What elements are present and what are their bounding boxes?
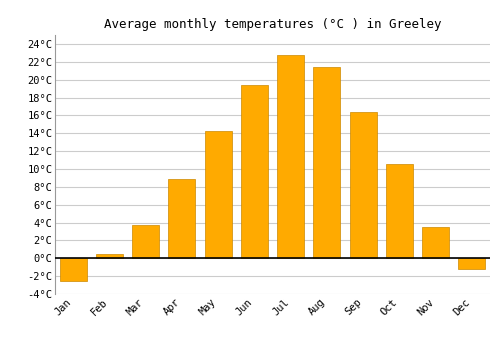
Bar [458, 258, 485, 269]
Bar [132, 225, 159, 258]
Bar [96, 254, 123, 258]
Bar [168, 179, 196, 258]
Bar [422, 227, 449, 258]
Bar [204, 132, 232, 258]
Bar [386, 164, 413, 258]
Bar [350, 112, 376, 258]
Bar [277, 55, 304, 258]
Bar [241, 85, 268, 258]
Title: Average monthly temperatures (°C ) in Greeley: Average monthly temperatures (°C ) in Gr… [104, 18, 442, 31]
Bar [314, 67, 340, 258]
Bar [60, 258, 86, 281]
